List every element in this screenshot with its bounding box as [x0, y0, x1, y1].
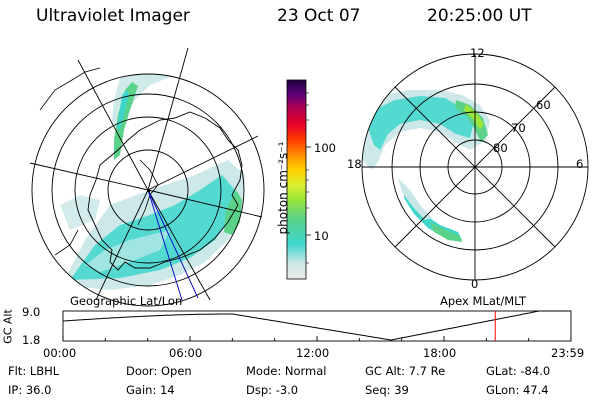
alt-ylabel: GC Alt [1, 309, 15, 344]
info-gc-alt: GC Alt: 7.7 Re [365, 364, 446, 378]
info-seq: Seq: 39 [365, 383, 409, 397]
mlat-label-80: 80 [493, 141, 508, 155]
info-ip: IP: 36.0 [8, 383, 52, 397]
mlt-label-6: 6 [576, 157, 584, 171]
instrument-title: Ultraviolet Imager [36, 6, 190, 26]
alt-xtick-3: 18:00 [423, 346, 457, 360]
info-glat: GLat: -84.0 [486, 364, 551, 378]
observation-time: 20:25:00 UT [427, 6, 532, 26]
observation-date: 23 Oct 07 [277, 6, 361, 26]
info-door: Door: Open [126, 364, 192, 378]
altitude-plot [62, 310, 572, 342]
mlat-label-70: 70 [511, 121, 526, 135]
alt-xtick-2: 12:00 [296, 346, 330, 360]
geographic-map [29, 47, 265, 307]
colorbar-tick-100: 100 [314, 141, 336, 155]
colorbar [286, 79, 311, 280]
alt-ytick-top: 9.0 [22, 305, 41, 319]
info-glon: GLon: 47.4 [486, 383, 549, 397]
mlt-label-12: 12 [470, 46, 485, 60]
mlt-label-0: 0 [471, 277, 479, 291]
info-flt: Flt: LBHL [8, 364, 60, 378]
antarctica-coastline [87, 111, 243, 271]
info-mode: Mode: Normal [246, 364, 327, 378]
mlt-label-18: 18 [347, 157, 362, 171]
colorbar-gradient [286, 79, 307, 280]
colorbar-unit-label: photon cm⁻²s⁻¹ [276, 141, 290, 235]
alt-xtick-0: 00:00 [43, 346, 77, 360]
magnetic-aurora-image [362, 90, 490, 242]
apex-label: Apex MLat/MLT [440, 294, 527, 308]
colorbar-tick-10: 10 [314, 229, 329, 243]
geographic-label: Geographic Lat/Lon [70, 294, 183, 308]
mlat-label-60: 60 [536, 98, 551, 112]
alt-xtick-1: 06:00 [169, 346, 203, 360]
geo-boundary-circle [31, 73, 265, 307]
info-gain: Gain: 14 [126, 383, 175, 397]
info-dsp: Dsp: -3.0 [246, 383, 299, 397]
magnetic-map [361, 53, 589, 281]
altitude-curve [62, 310, 571, 341]
alt-ytick-bottom: 1.8 [22, 333, 41, 347]
terminator-lines [147, 189, 199, 301]
geographic-aurora-image [60, 74, 245, 290]
alt-xtick-4: 23:59 [551, 346, 585, 360]
